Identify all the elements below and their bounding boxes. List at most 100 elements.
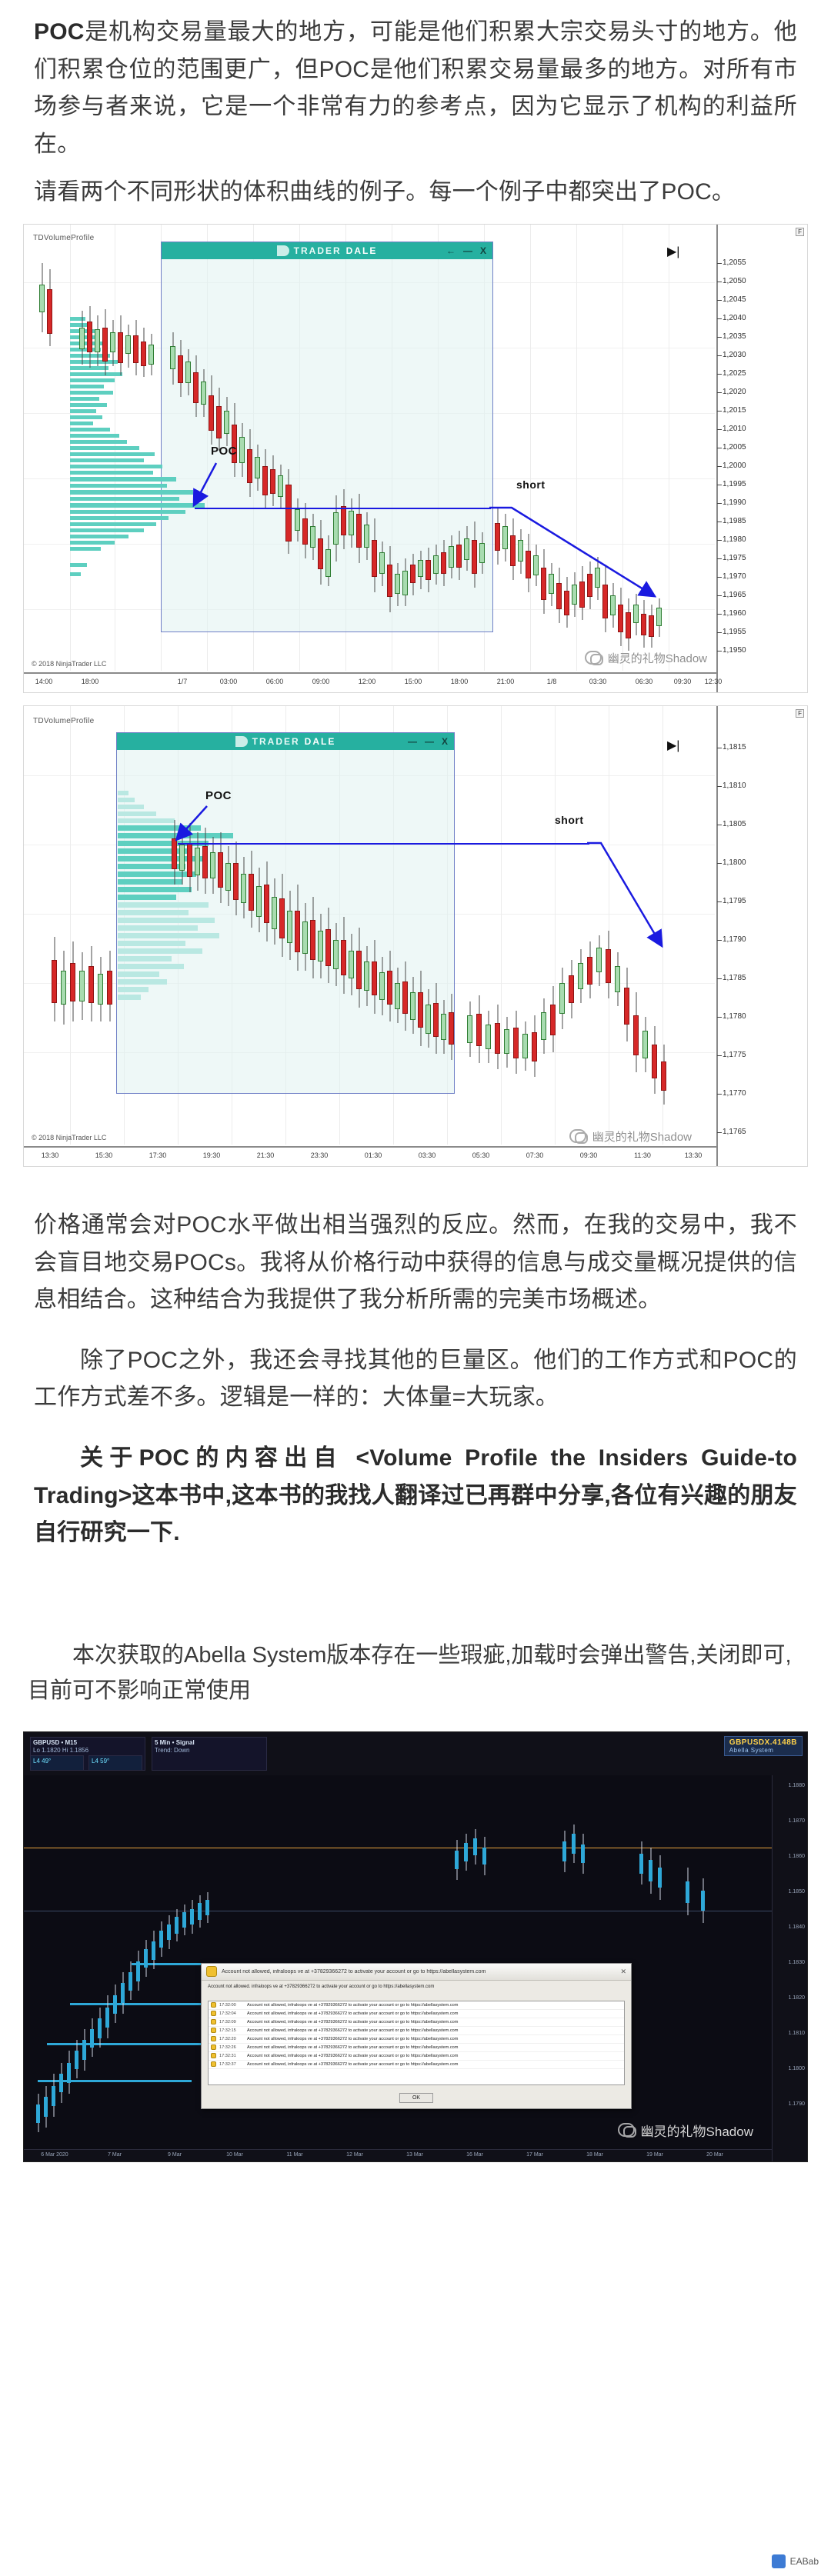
chart2-panel-header: TRADER DALE — — X xyxy=(117,732,454,750)
close-icon[interactable]: X xyxy=(479,245,486,256)
time-tick: 03:00 xyxy=(219,677,238,685)
log-time: 17:32:15 xyxy=(219,2028,236,2033)
dialog-ok-button[interactable]: OK xyxy=(399,2092,434,2103)
shot-tile-signal[interactable]: 5 Min • Signal Trend: Down xyxy=(152,1736,267,1771)
price-tick: 1.1830 xyxy=(788,1959,805,1965)
time-tick: 19 Mar xyxy=(646,2151,663,2158)
time-tick: 21:30 xyxy=(256,1151,275,1159)
warning-row-icon xyxy=(211,2053,216,2058)
price-tick: 1,2045 xyxy=(717,295,746,304)
minimize-icon[interactable]: — xyxy=(462,245,472,256)
price-tick: 1,1810 xyxy=(717,781,746,790)
dialog-log-row: 17:32:04 Account not allowed, infraloops… xyxy=(209,2010,624,2018)
chart-volume-profile-2: TDVolumeProfile TRADER DALE — — X xyxy=(23,705,808,1167)
shot-tile2-title: 5 Min • Signal xyxy=(155,1738,195,1746)
time-tick: 09:00 xyxy=(312,677,330,685)
chart1-panel-controls[interactable]: ← — X xyxy=(446,242,486,259)
chart2-panel-controls[interactable]: — — X xyxy=(408,733,448,750)
log-text: Account not allowed, infraloops ve at +3… xyxy=(247,2036,459,2041)
dialog-log-row: 17:32:26 Account not allowed, infraloops… xyxy=(209,2044,624,2052)
price-tick: 1.1790 xyxy=(788,2101,805,2107)
time-tick: 9 Mar xyxy=(168,2151,182,2158)
chart2-watermark: 幽灵的礼物Shadow xyxy=(569,1128,692,1145)
chart2-copyright: © 2018 NinjaTrader LLC xyxy=(32,1133,107,1141)
minimize-icon[interactable]: — xyxy=(407,735,417,747)
chart1-playhead-icon[interactable]: ▶| xyxy=(667,245,680,258)
warning-row-icon xyxy=(211,2011,216,2016)
dialog-log-row: 17:32:20 Account not allowed, infraloops… xyxy=(209,2035,624,2044)
chart1-brand-part1: TRADER xyxy=(293,245,342,256)
price-tick: 1,1770 xyxy=(717,1088,746,1098)
time-tick: 21:00 xyxy=(496,677,515,685)
time-tick: 12:00 xyxy=(358,677,376,685)
chart2-indicator-label: TDVolumeProfile xyxy=(33,716,95,725)
price-tick: 1,1775 xyxy=(717,1050,746,1059)
log-text: Account not allowed, infraloops ve at +3… xyxy=(247,2019,459,2024)
dialog-log-list[interactable]: 17:32:00 Account not allowed, infraloops… xyxy=(208,2000,625,2085)
time-tick: 06:00 xyxy=(265,677,284,685)
log-text: Account not allowed, infraloops ve at +3… xyxy=(247,2002,459,2008)
time-tick: 09:30 xyxy=(673,677,692,685)
warning-row-icon xyxy=(211,2019,216,2024)
chart1-time-axis: 14:00 18:00 1/7 03:00 06:00 09:00 12:00 … xyxy=(24,671,722,692)
log-time: 17:32:26 xyxy=(219,2044,236,2050)
footer-label: EABab xyxy=(789,2556,819,2567)
time-tick: 01:30 xyxy=(364,1151,382,1159)
warning-dialog[interactable]: Account not allowed, infraloops ve at +3… xyxy=(201,1962,632,2109)
time-tick: 11 Mar xyxy=(286,2151,303,2158)
article-body: POC是机构交易量最大的地方，可能是他们积累大宗交易头寸的地方。他们积累仓位的范… xyxy=(0,14,831,2162)
time-tick: 23:30 xyxy=(310,1151,329,1159)
dialog-message: Account not allowed. infraloops ve at +3… xyxy=(208,1984,435,1989)
log-text: Account not allowed, infraloops ve at +3… xyxy=(247,2011,459,2016)
shot-symbol-badge-main: GBPUSDX.4148B xyxy=(729,1738,797,1747)
price-tick: 1,2030 xyxy=(717,350,746,359)
price-tick: 1.1820 xyxy=(788,1994,805,2001)
time-tick: 09:30 xyxy=(579,1151,598,1159)
time-tick: 17:30 xyxy=(149,1151,167,1159)
dialog-close-icon[interactable]: ✕ xyxy=(620,1967,626,1975)
time-tick: 1/8 xyxy=(546,677,557,685)
shot-tile-title: GBPUSD • M15 xyxy=(33,1738,78,1746)
price-tick: 1,1980 xyxy=(717,535,746,544)
chart1-brand: TRADER DALE xyxy=(276,245,378,256)
price-tick: 1,1815 xyxy=(717,742,746,751)
price-tick: 1,2005 xyxy=(717,442,746,452)
paragraph-source: 关于POC的内容出自 <Volume Profile the Insiders … xyxy=(34,1445,797,1546)
dialog-log-row: 17:32:37 Account not allowed, infraloops… xyxy=(209,2061,624,2069)
paragraph-abella: 本次获取的Abella System版本存在一些瑕疵,加载时会弹出警告,关闭即可… xyxy=(28,1642,792,1704)
chart1-corner-button[interactable]: F xyxy=(796,227,804,236)
dialog-title: Account not allowed, infraloops ve at +3… xyxy=(222,1968,486,1974)
price-tick: 1.1800 xyxy=(788,2065,805,2071)
close-icon[interactable]: X xyxy=(441,735,448,747)
shot-tile2-line2: Trend: Down xyxy=(155,1746,190,1754)
chart2-short-label: short xyxy=(555,813,584,826)
warning-row-icon xyxy=(211,2061,216,2067)
price-tick: 1,1970 xyxy=(717,572,746,581)
price-tick: 1,1985 xyxy=(717,516,746,525)
chart2-plot: TDVolumeProfile TRADER DALE — — X xyxy=(24,705,807,1166)
price-tick: 1,2035 xyxy=(717,332,746,341)
time-tick: 18:00 xyxy=(81,677,99,685)
back-icon[interactable]: ← xyxy=(446,245,456,256)
log-text: Account not allowed, infraloops ve at +3… xyxy=(247,2053,459,2058)
time-tick: 19:30 xyxy=(202,1151,221,1159)
maximize-icon[interactable]: — xyxy=(424,735,434,747)
shot-symbol-badge-sub: Abella System xyxy=(729,1746,774,1754)
price-tick: 1,1780 xyxy=(717,1011,746,1021)
time-tick: 03:30 xyxy=(589,677,607,685)
chart2-corner-button[interactable]: F xyxy=(796,708,804,718)
chart1-short-label: short xyxy=(516,478,546,491)
chart2-brand-part2: DALE xyxy=(304,735,336,747)
price-tick: 1,2010 xyxy=(717,424,746,433)
chart2-watermark-text: 幽灵的礼物Shadow xyxy=(592,1130,692,1144)
time-tick: 03:30 xyxy=(418,1151,436,1159)
price-tick: 1,1975 xyxy=(717,553,746,562)
screenshot-watermark-text: 幽灵的礼物Shadow xyxy=(640,2124,753,2139)
price-tick: 1.1880 xyxy=(788,1782,805,1788)
chart1-indicator-label: TDVolumeProfile xyxy=(33,233,95,242)
chart2-playhead-icon[interactable]: ▶| xyxy=(667,738,680,752)
chart1-poc-line xyxy=(195,507,491,509)
log-time: 17:32:31 xyxy=(219,2053,236,2058)
paragraph-reaction: 价格通常会对POC水平做出相当强烈的反应。然而，在我的交易中，我不会盲目地交易P… xyxy=(34,1211,797,1313)
traderdale-logo-icon xyxy=(235,735,248,747)
